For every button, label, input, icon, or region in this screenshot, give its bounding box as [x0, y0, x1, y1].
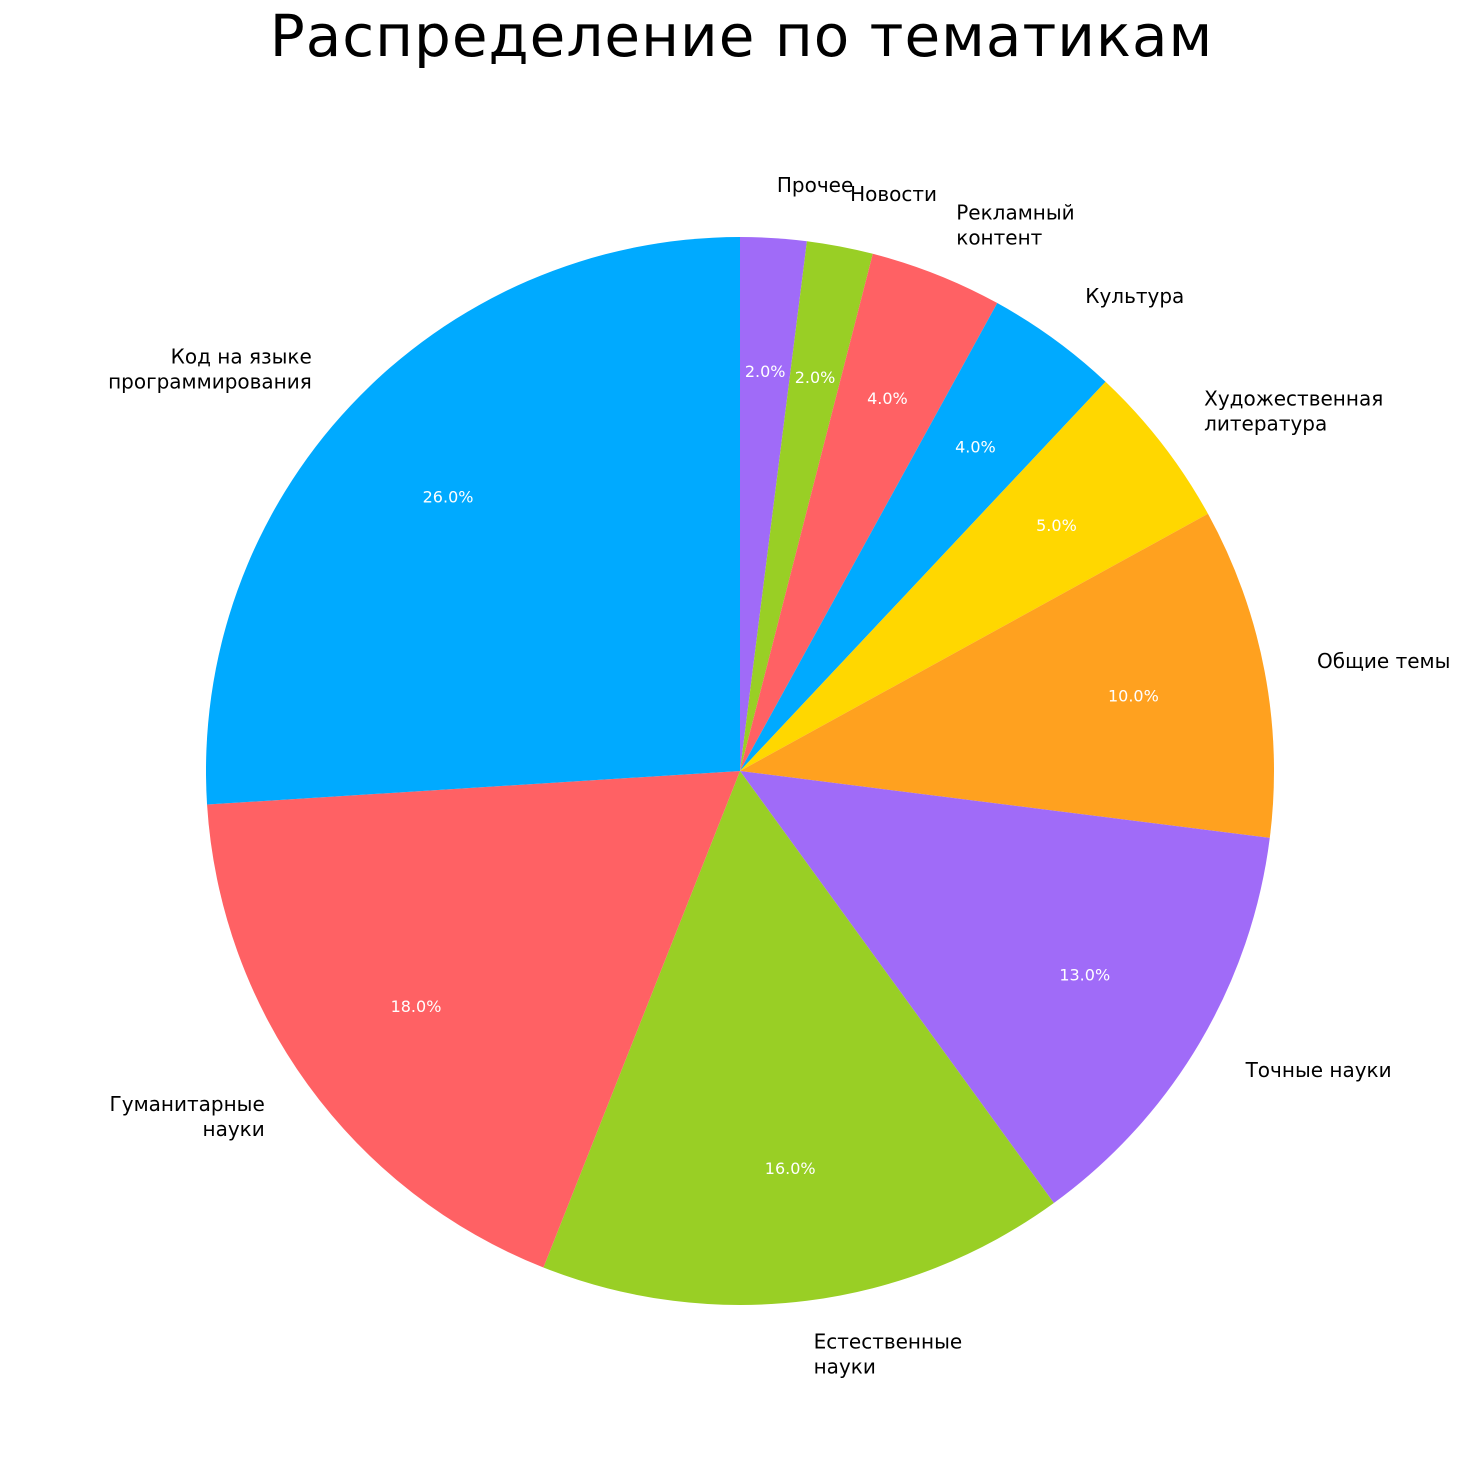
slice-category-label: Гуманитарные науки [110, 1092, 265, 1141]
slice-category-label: Культура [1085, 284, 1184, 308]
slice-category-label: Художественная литература [1204, 386, 1383, 435]
pie-slice [740, 303, 1106, 771]
pie-slice [740, 513, 1275, 838]
slices-layer [205, 237, 1275, 1306]
slice-percent-label: 4.0% [867, 389, 908, 408]
slice-percent-label: 2.0% [745, 362, 786, 381]
percent-labels-layer: 2.0% 2.0% 4.0% 4.0% 5.0% 10.0% 13.0% 16.0% 18.0%… [391, 362, 1159, 1178]
pie-slice [740, 237, 807, 771]
slice-percent-label: 16.0% [765, 1159, 816, 1178]
slice-percent-label: 2.0% [795, 368, 836, 387]
slice-percent-label: 13.0% [1059, 965, 1110, 984]
pie-slice [205, 237, 740, 805]
pie-slice [740, 253, 998, 771]
slice-category-label: Рекламный контент [956, 200, 1074, 249]
pie-slice [740, 771, 1270, 1204]
slice-category-label: Общие темы [1317, 649, 1450, 673]
chart-title: Распределение по тематикам [269, 2, 1214, 70]
slice-category-label: Код на языке программирования [108, 344, 312, 393]
slice-percent-label: 5.0% [1036, 516, 1077, 535]
slice-percent-label: 4.0% [955, 437, 996, 456]
slice-percent-label: 10.0% [1108, 686, 1159, 705]
pie-slice [740, 381, 1208, 771]
slice-percent-label: 26.0% [423, 487, 474, 506]
slice-category-label: Точные науки [1245, 1058, 1392, 1082]
slice-category-label: Новости [850, 182, 937, 206]
slice-category-label: Естественные науки [814, 1329, 963, 1378]
pie-slice [207, 771, 741, 1268]
slice-category-label: Прочее [777, 173, 853, 197]
pie-slice [740, 241, 873, 771]
slice-percent-label: 18.0% [391, 997, 442, 1016]
pie-slice [543, 771, 1054, 1306]
